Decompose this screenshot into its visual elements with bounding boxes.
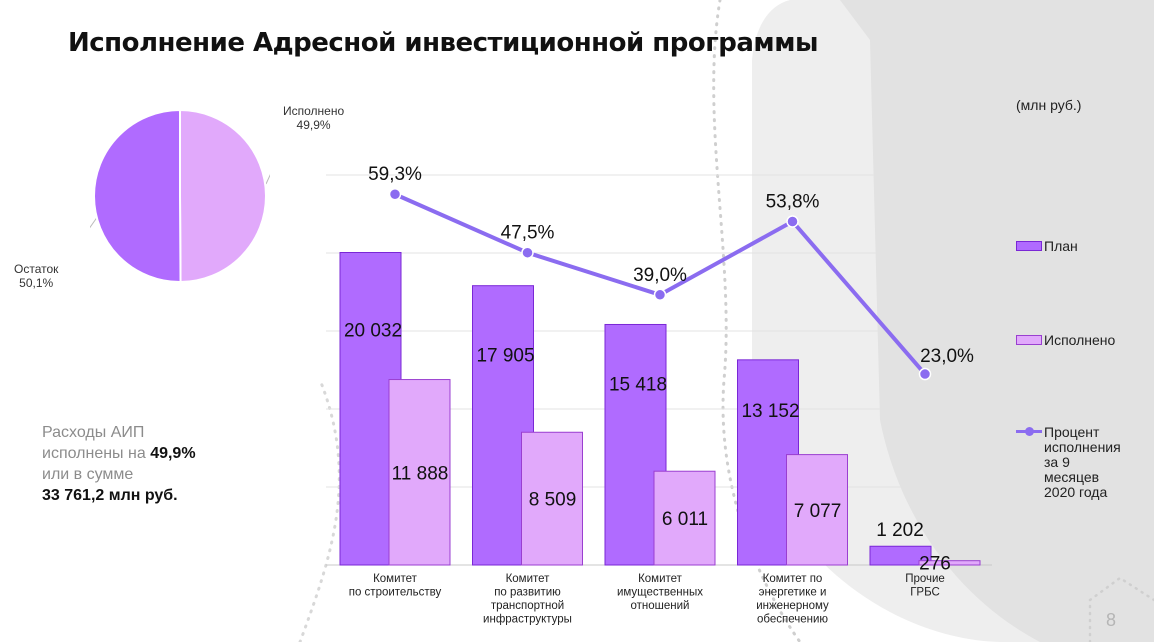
legend-plan-swatch bbox=[1016, 241, 1042, 251]
percent-point bbox=[786, 215, 799, 228]
bar-done-label: 7 077 bbox=[794, 501, 842, 522]
pie-label-done-value: 49,9% bbox=[296, 118, 331, 132]
pie-label-rest-name: Остаток bbox=[14, 262, 59, 276]
category-label: ГРБС bbox=[910, 587, 940, 599]
page-title: Исполнение Адресной инвестиционной прогр… bbox=[68, 28, 818, 58]
category-label: Комитет по bbox=[763, 573, 823, 585]
percent-point bbox=[388, 187, 402, 201]
summary-text: Расходы АИП исполнены на 49,9% или в сум… bbox=[42, 422, 196, 506]
category-label: по строительству bbox=[349, 587, 442, 599]
legend-percent-line: исполнения bbox=[1044, 439, 1121, 455]
legend-done-label: Исполнено bbox=[1044, 332, 1116, 348]
pie-leader-rest bbox=[90, 215, 99, 229]
category-label: отношений bbox=[631, 600, 690, 612]
summary-amount: 33 761,2 млн руб. bbox=[42, 487, 178, 504]
bar-plan-label: 20 032 bbox=[344, 321, 402, 342]
pie-label-rest: Остаток 50,1% bbox=[14, 262, 58, 290]
bar-plan-label: 1 202 bbox=[876, 520, 924, 541]
category-label: обеспечению bbox=[757, 614, 828, 626]
pie-slice-done bbox=[179, 108, 267, 284]
legend-percent-label: Процент исполнения за 9 месяцев 2020 год… bbox=[1044, 425, 1121, 500]
legend-plan-label: План bbox=[1044, 238, 1078, 254]
legend-plan: План bbox=[1016, 238, 1078, 254]
bar-done bbox=[653, 470, 716, 566]
summary-line2: исполнены на 49,9% bbox=[42, 443, 196, 464]
summary-line3: или в сумме bbox=[42, 466, 134, 483]
summary-percent: 49,9% bbox=[150, 445, 196, 462]
legend-done: Исполнено bbox=[1016, 332, 1115, 348]
bar-done-label: 6 011 bbox=[662, 509, 708, 530]
bar-done-label: 11 888 bbox=[392, 463, 449, 484]
summary-line1: Расходы АИП bbox=[42, 424, 145, 441]
legend-percent-line: Процент bbox=[1044, 424, 1100, 440]
bar-done bbox=[786, 454, 848, 566]
bar-plan bbox=[869, 545, 932, 566]
category-label: энергетике и bbox=[759, 587, 827, 599]
percent-label: 39,0% bbox=[633, 265, 687, 286]
category-label: инженерному bbox=[756, 600, 829, 612]
category-label: имущественных bbox=[617, 587, 703, 599]
percent-label: 23,0% bbox=[920, 346, 974, 367]
bar-done bbox=[388, 379, 451, 566]
percent-point bbox=[653, 288, 667, 302]
percent-label: 59,3% bbox=[368, 164, 422, 185]
bar-done-label: 276 bbox=[919, 554, 951, 575]
pie-chart bbox=[90, 108, 270, 284]
pie-slice-rest bbox=[92, 108, 182, 283]
bar-done bbox=[918, 560, 981, 566]
percent-point bbox=[521, 246, 534, 259]
pie-label-done: Исполнено 49,9% bbox=[283, 104, 344, 132]
category-label: транспортной bbox=[491, 600, 564, 612]
legend-percent: Процент исполнения за 9 месяцев 2020 год… bbox=[1016, 425, 1121, 500]
bar-done bbox=[521, 431, 583, 566]
category-label: Комитет bbox=[506, 573, 551, 585]
units-label: (млн руб.) bbox=[1016, 97, 1082, 113]
category-label: инфраструктуры bbox=[483, 614, 572, 626]
legend-percent-line: 2020 года bbox=[1044, 484, 1108, 500]
bar-plan-label: 15 418 bbox=[609, 375, 667, 396]
pie-label-rest-value: 50,1% bbox=[19, 276, 54, 290]
percent-label: 47,5% bbox=[501, 223, 555, 244]
legend-percent-swatch bbox=[1016, 427, 1042, 437]
legend-done-swatch bbox=[1016, 335, 1042, 345]
category-label: по развитию bbox=[494, 587, 561, 599]
percent-point bbox=[918, 367, 932, 381]
legend-percent-line: за 9 bbox=[1044, 454, 1070, 470]
category-label: Прочие bbox=[905, 573, 945, 585]
category-label: Комитет bbox=[373, 573, 418, 585]
summary-line4: 33 761,2 млн руб. bbox=[42, 485, 196, 506]
page-number: 8 bbox=[1106, 610, 1117, 630]
category-label: Комитет bbox=[638, 573, 683, 585]
bar-plan-label: 13 152 bbox=[741, 401, 799, 422]
percent-label: 53,8% bbox=[766, 191, 820, 212]
summary-line2-prefix: исполнены на bbox=[42, 445, 151, 462]
pie-label-done-name: Исполнено bbox=[283, 104, 345, 118]
bar-done-label: 8 509 bbox=[529, 490, 577, 511]
legend-percent-line: месяцев bbox=[1044, 469, 1100, 485]
bar-plan-label: 17 905 bbox=[476, 346, 534, 367]
